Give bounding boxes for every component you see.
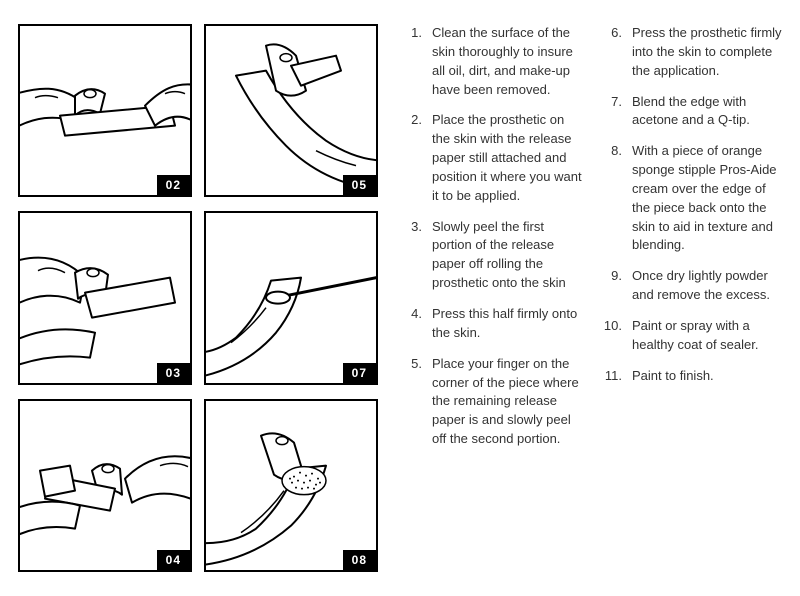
- step-text: Press the prosthetic firmly into the ski…: [632, 24, 782, 81]
- instruction-step: 11. Paint to finish.: [602, 367, 782, 386]
- instruction-image: 04: [18, 399, 192, 572]
- image-badge: 02: [157, 175, 190, 195]
- instruction-image: 08: [204, 399, 378, 572]
- step-number: 5.: [402, 355, 422, 449]
- step-number: 11.: [602, 367, 622, 386]
- image-badge: 08: [343, 550, 376, 570]
- step-number: 10.: [602, 317, 622, 355]
- instruction-step: 10. Paint or spray with a healthy coat of…: [602, 317, 782, 355]
- step-text: With a piece of orange sponge stipple Pr…: [632, 142, 782, 255]
- step-number: 4.: [402, 305, 422, 343]
- instructions-text: 1.Clean the surface of the skin thorough…: [402, 24, 782, 572]
- step-text: Paint to finish.: [632, 367, 782, 386]
- instruction-step: 8.With a piece of orange sponge stipple …: [602, 142, 782, 255]
- instruction-step: 4. Press this half firmly onto the skin.: [402, 305, 582, 343]
- instruction-step: 5.Place your finger on the corner of the…: [402, 355, 582, 449]
- step-number: 8.: [602, 142, 622, 255]
- image-badge: 03: [157, 363, 190, 383]
- image-badge: 05: [343, 175, 376, 195]
- instruction-step: 1.Clean the surface of the skin thorough…: [402, 24, 582, 99]
- image-badge: 07: [343, 363, 376, 383]
- instruction-image-grid: 02 05: [18, 24, 378, 572]
- step-text: Clean the surface of the skin thoroughly…: [432, 24, 582, 99]
- step-number: 2.: [402, 111, 422, 205]
- step-text: Paint or spray with a healthy coat of se…: [632, 317, 782, 355]
- step-text: Press this half firmly onto the skin.: [432, 305, 582, 343]
- instruction-image: 07: [204, 211, 378, 384]
- instruction-step: 3.Slowly peel the first portion of the r…: [402, 218, 582, 293]
- instruction-image: 05: [204, 24, 378, 197]
- step-number: 9.: [602, 267, 622, 305]
- instructions-column-2: 6.Press the prosthetic firmly into the s…: [602, 24, 782, 572]
- step-text: Place the prosthetic on the skin with th…: [432, 111, 582, 205]
- step-number: 7.: [602, 93, 622, 131]
- step-number: 6.: [602, 24, 622, 81]
- instruction-image: 02: [18, 24, 192, 197]
- instruction-step: 7. Blend the edge with acetone and a Q-ti…: [602, 93, 782, 131]
- instructions-column-1: 1.Clean the surface of the skin thorough…: [402, 24, 582, 572]
- step-text: Once dry lightly powder and remove the e…: [632, 267, 782, 305]
- instruction-step: 6.Press the prosthetic firmly into the s…: [602, 24, 782, 81]
- instruction-step: 2.Place the prosthetic on the skin with …: [402, 111, 582, 205]
- instruction-step: 9. Once dry lightly powder and remove the…: [602, 267, 782, 305]
- step-number: 1.: [402, 24, 422, 99]
- instruction-image: 03: [18, 211, 192, 384]
- step-number: 3.: [402, 218, 422, 293]
- step-text: Blend the edge with acetone and a Q-tip.: [632, 93, 782, 131]
- step-text: Place your finger on the corner of the p…: [432, 355, 582, 449]
- image-badge: 04: [157, 550, 190, 570]
- step-text: Slowly peel the first portion of the rel…: [432, 218, 582, 293]
